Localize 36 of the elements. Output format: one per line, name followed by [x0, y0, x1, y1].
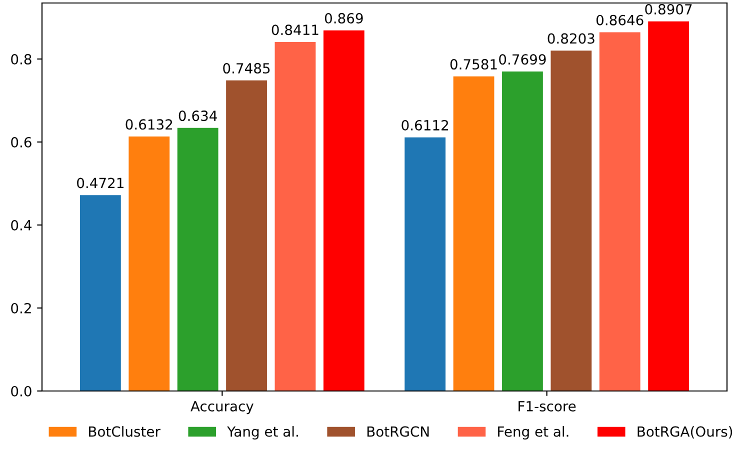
y-tick-label: 0.8 — [11, 54, 32, 64]
bar — [550, 50, 592, 391]
data-label: 0.4721 — [77, 178, 124, 188]
y-tick-label: 0.0 — [11, 386, 32, 396]
data-label: 0.869 — [324, 13, 363, 24]
bar — [177, 128, 218, 391]
bar — [80, 195, 121, 391]
data-label: 0.6112 — [402, 120, 448, 131]
legend-label: BotRGCN — [367, 426, 429, 437]
legend-label: BotRGA(Ours) — [638, 426, 732, 438]
x-tick-label: Accuracy — [190, 401, 254, 414]
data-label: 0.8907 — [645, 4, 692, 15]
legend-label: BotCluster — [89, 426, 160, 437]
bar — [128, 136, 170, 391]
data-label: 0.7699 — [499, 54, 546, 65]
bar — [323, 30, 364, 391]
y-tick-label: 0.4 — [11, 220, 32, 230]
legend-label: Yang et al. — [227, 426, 298, 440]
data-label: 0.8646 — [596, 14, 644, 26]
data-label: 0.634 — [178, 110, 217, 122]
bar — [274, 42, 316, 391]
data-label: 0.7581 — [450, 59, 497, 70]
data-label: 0.7485 — [223, 63, 270, 74]
y-tick-label: 0.2 — [11, 302, 31, 314]
bar — [404, 137, 446, 391]
bar — [502, 72, 543, 391]
y-tick-label: 0.6 — [11, 136, 32, 148]
x-tick-label: F1-score — [518, 401, 576, 412]
data-label: 0.6132 — [126, 119, 172, 130]
bar — [453, 76, 494, 391]
legend-label: Feng et al. — [498, 426, 568, 440]
bar — [226, 80, 267, 391]
bar — [599, 32, 640, 391]
data-label: 0.8203 — [548, 33, 594, 44]
bar — [648, 21, 690, 391]
data-label: 0.8411 — [272, 24, 318, 36]
